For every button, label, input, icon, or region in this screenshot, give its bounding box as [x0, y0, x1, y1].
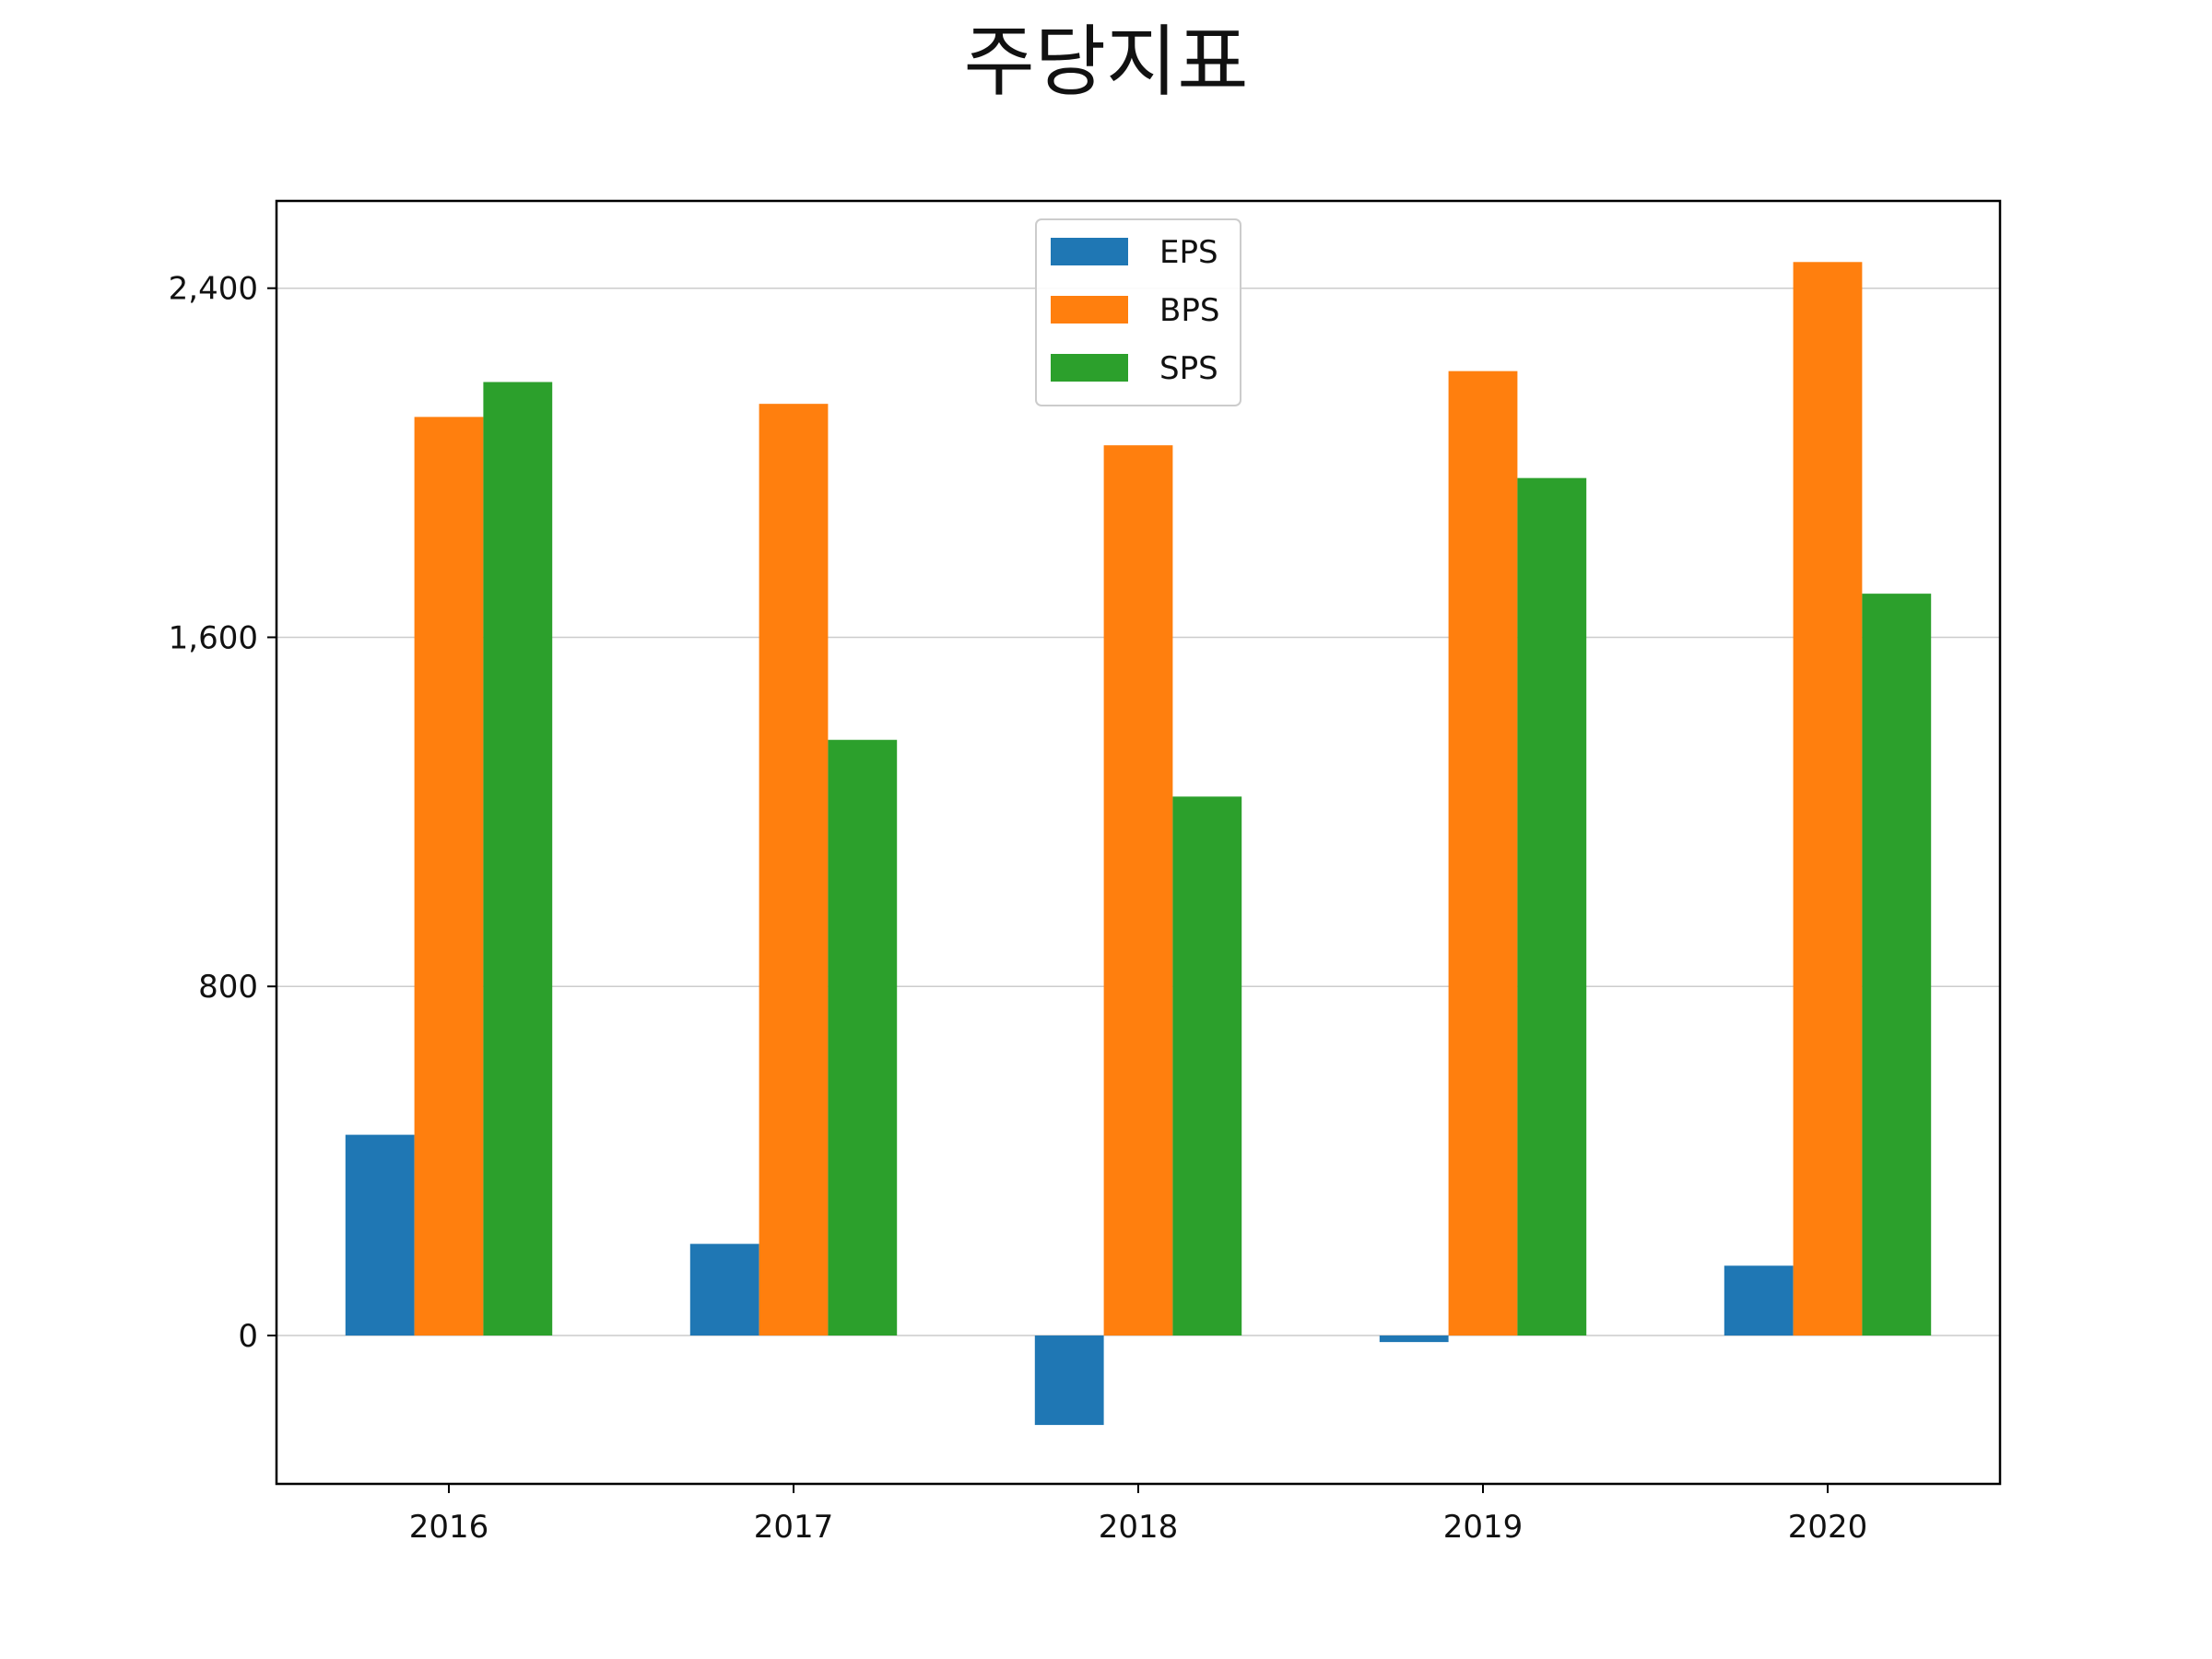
bar-bps-2019 [1448, 371, 1518, 1336]
legend-swatch-sps [1051, 354, 1128, 382]
bar-bps-2017 [759, 404, 829, 1336]
x-tick-label: 2016 [409, 1509, 489, 1546]
y-tick-label: 2,400 [169, 271, 258, 308]
legend-label-sps: SPS [1159, 350, 1218, 387]
bar-sps-2018 [1172, 796, 1242, 1336]
bar-bps-2018 [1103, 445, 1173, 1336]
legend-label-bps: BPS [1159, 292, 1219, 329]
legend: EPS BPS SPS [1035, 218, 1241, 406]
x-tick-label: 2020 [1788, 1509, 1868, 1546]
bar-bps-2016 [414, 417, 484, 1336]
bar-eps-2016 [345, 1135, 415, 1336]
y-tick-label: 800 [198, 969, 258, 1006]
bar-sps-2017 [828, 739, 898, 1336]
y-tick-label: 0 [238, 1318, 258, 1355]
bar-sps-2020 [1862, 594, 1932, 1336]
bar-sps-2019 [1517, 477, 1587, 1336]
y-tick-label: 1,600 [169, 619, 258, 656]
bars [345, 262, 1932, 1426]
legend-swatch-bps [1051, 296, 1128, 324]
bar-bps-2020 [1793, 262, 1863, 1336]
bar-eps-2019 [1379, 1335, 1449, 1343]
x-tick-label: 2017 [754, 1509, 834, 1546]
legend-swatch-eps [1051, 238, 1128, 265]
x-tick-label: 2018 [1099, 1509, 1179, 1546]
bar-sps-2016 [483, 382, 553, 1336]
bar-eps-2018 [1034, 1335, 1104, 1426]
axes: 0 800 1,600 2,400 2016 2017 2018 2019 2020 [169, 271, 1868, 1546]
legend-label-eps: EPS [1159, 234, 1218, 271]
bar-eps-2020 [1724, 1265, 1794, 1336]
x-tick-label: 2019 [1443, 1509, 1524, 1546]
bar-eps-2017 [689, 1243, 759, 1336]
chart-title: 주당지표 [963, 17, 1249, 107]
